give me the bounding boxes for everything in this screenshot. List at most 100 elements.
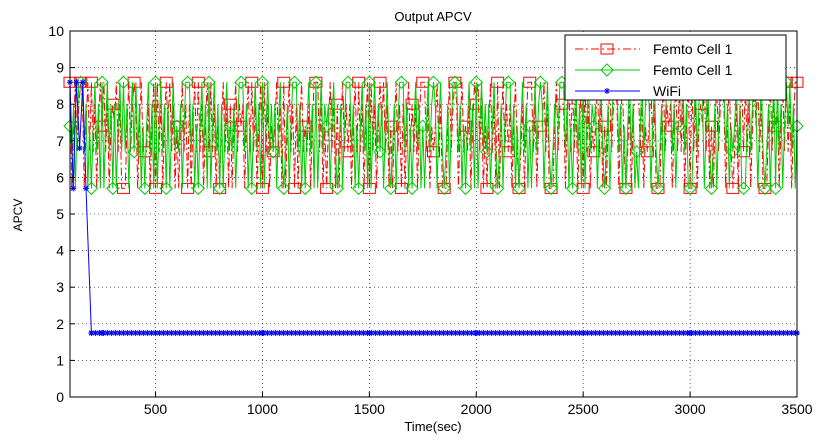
data-point: [324, 329, 331, 336]
data-point: [464, 329, 471, 336]
legend-box: [564, 34, 787, 101]
series-1: [63, 75, 804, 196]
data-point: [170, 119, 184, 133]
data-point: [83, 185, 90, 192]
data-point: [384, 181, 398, 196]
legend-marker: [600, 63, 614, 77]
data-point: [748, 329, 755, 336]
data-point: [304, 329, 311, 336]
data-point: [116, 329, 123, 336]
legend: Femto Cell 1 Femto Cell 1 WiFi: [564, 34, 787, 101]
data-point: [640, 146, 654, 158]
data-point: [737, 146, 751, 158]
data-point: [500, 329, 507, 336]
data-point: [580, 329, 587, 336]
data-point: [572, 329, 579, 336]
data-point: [376, 329, 383, 336]
data-point: [597, 181, 612, 196]
legend-label: Femto Cell 1: [653, 62, 733, 78]
data-point: [360, 329, 367, 336]
data-point: [272, 329, 279, 336]
x-tick-label: 1500: [354, 401, 385, 417]
data-point: [548, 329, 555, 336]
data-point: [245, 76, 259, 88]
data-point: [149, 182, 163, 194]
data-point: [319, 119, 334, 133]
data-point: [362, 182, 376, 194]
data-point: [396, 329, 403, 336]
data-point: [598, 120, 612, 132]
data-point: [612, 329, 619, 336]
data-point: [704, 120, 718, 132]
data-point: [508, 329, 515, 336]
data-point: [106, 181, 120, 196]
data-point: [405, 98, 419, 110]
data-point: [245, 181, 259, 196]
data-point: [108, 329, 115, 336]
data-point: [220, 329, 227, 336]
data-point: [501, 75, 516, 89]
data-point: [648, 329, 655, 336]
y-tick-label: 9: [56, 60, 64, 76]
data-point: [716, 329, 723, 336]
data-point: [555, 98, 569, 110]
y-tick-label: 1: [56, 352, 64, 368]
data-point: [202, 75, 216, 89]
data-point: [296, 329, 303, 336]
data-point: [138, 146, 152, 158]
data-point: [556, 329, 563, 336]
data-point: [191, 181, 206, 196]
data-point: [452, 329, 459, 336]
data-point: [70, 185, 77, 192]
data-point: [448, 329, 455, 336]
data-point: [420, 329, 427, 336]
data-point: [768, 181, 783, 196]
data-point: [476, 329, 483, 336]
data-point: [724, 329, 731, 336]
data-point: [616, 329, 623, 336]
data-point: [784, 329, 791, 336]
data-point: [368, 329, 375, 336]
data-point: [277, 76, 291, 88]
y-tick-label: 10: [48, 23, 64, 39]
data-point: [752, 329, 759, 336]
data-point: [720, 329, 727, 336]
data-point: [436, 329, 443, 336]
data-point: [320, 182, 334, 194]
data-point: [544, 181, 558, 196]
data-point: [228, 329, 235, 336]
x-tick-label: 2000: [461, 401, 492, 417]
data-point: [427, 146, 440, 158]
data-point: [491, 76, 505, 88]
data-point: [426, 75, 441, 89]
data-point: [388, 329, 395, 336]
data-point: [496, 329, 503, 336]
y-tick-label: 2: [56, 316, 64, 332]
data-point: [726, 182, 740, 194]
data-point: [362, 75, 377, 89]
data-point: [148, 75, 163, 89]
legend-label: WiFi: [653, 83, 681, 99]
data-point: [212, 329, 219, 336]
x-tick-label: 3500: [781, 401, 812, 417]
data-point: [384, 329, 391, 336]
data-point: [216, 329, 223, 336]
data-point: [152, 329, 159, 336]
data-point: [76, 145, 83, 152]
data-point: [756, 329, 763, 336]
data-point: [768, 329, 775, 336]
data-point: [404, 329, 411, 336]
data-point: [412, 329, 419, 336]
data-point: [264, 329, 271, 336]
data-point: [384, 120, 398, 132]
data-point: [104, 329, 111, 336]
x-tick-label: 3000: [675, 401, 706, 417]
data-point: [292, 329, 299, 336]
data-point: [640, 329, 647, 336]
data-point: [600, 329, 607, 336]
legend-label: Femto Cell 1: [653, 41, 733, 57]
data-point: [523, 119, 537, 133]
data-point: [208, 329, 215, 336]
data-point: [704, 181, 719, 196]
data-point: [740, 329, 747, 336]
